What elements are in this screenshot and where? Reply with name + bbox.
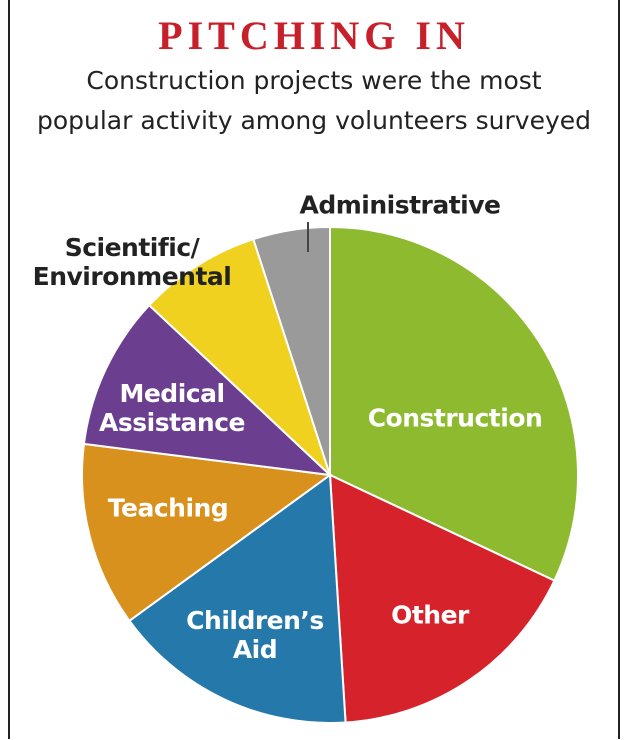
subtitle: Construction projects were the most: [86, 66, 542, 95]
pie-slice: [328, 473, 556, 724]
slice-label: Teaching: [107, 493, 229, 523]
frame: [8, 0, 620, 739]
subtitle: popular activity among volunteers survey…: [36, 106, 591, 135]
slice-label: Administrative: [299, 190, 501, 220]
pie-slice: [252, 225, 331, 476]
pie-slice: [329, 225, 579, 582]
slice-label: Children’s Aid: [186, 606, 324, 664]
pie-slice: [82, 303, 333, 477]
pie-slice: [147, 237, 331, 476]
pie-slice: [81, 442, 333, 623]
slice-label: Scientific/ Environmental: [32, 233, 232, 291]
chart-title: PITCHING IN: [158, 13, 470, 58]
slice-label: Other: [391, 600, 469, 630]
slice-label: Construction: [367, 403, 543, 433]
pie-slice: [127, 473, 347, 724]
slice-label: Medical Assistance: [99, 379, 245, 437]
